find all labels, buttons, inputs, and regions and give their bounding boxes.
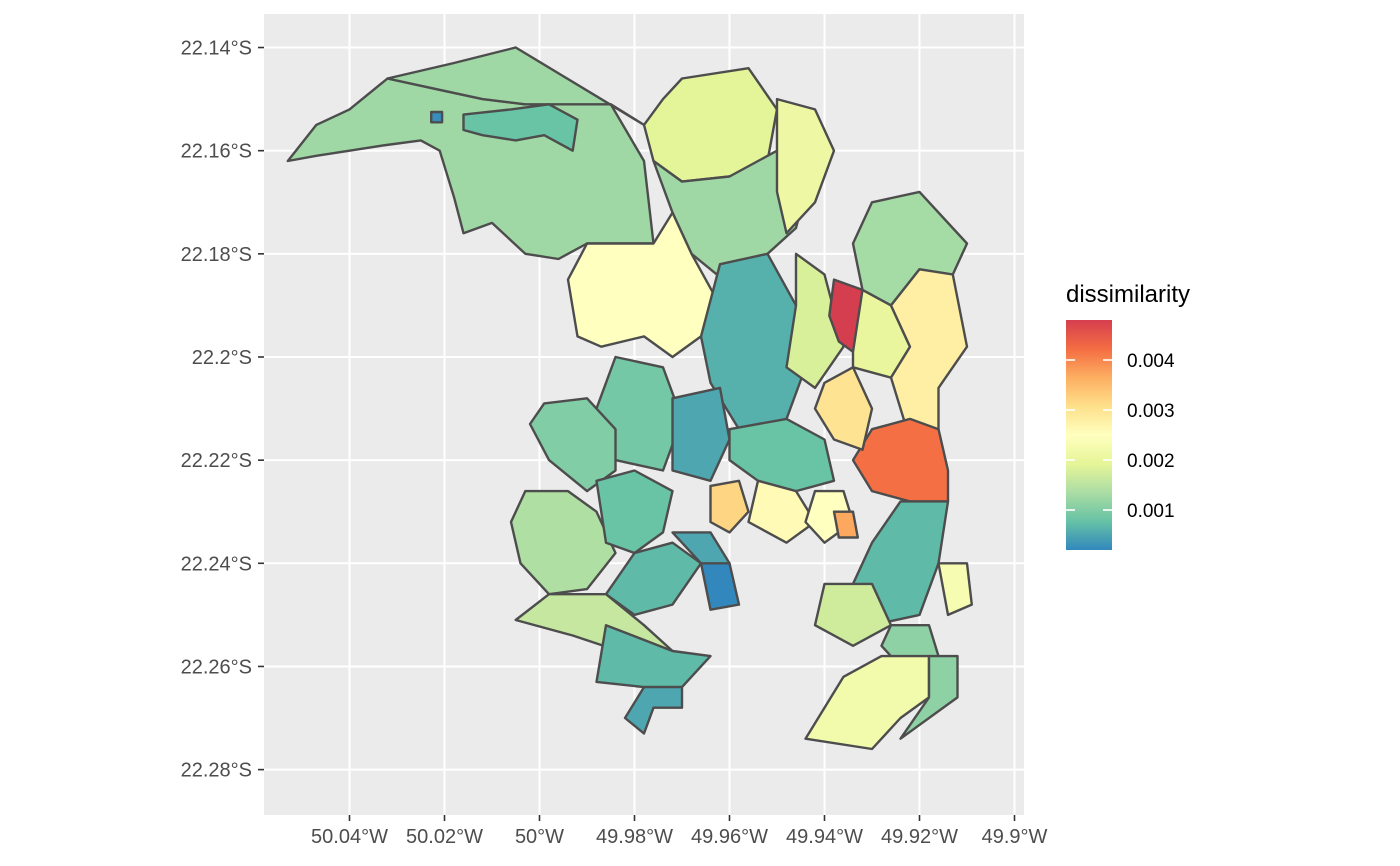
census-tract bbox=[813, 366, 874, 451]
census-tract bbox=[699, 562, 741, 611]
y-tick-label: 22.18°S bbox=[181, 244, 252, 266]
census-tract bbox=[671, 386, 731, 482]
x-tick-label: 49.94°W bbox=[786, 826, 863, 848]
y-tick-label: 22.16°S bbox=[181, 141, 252, 163]
x-tick-label: 49.98°W bbox=[596, 826, 673, 848]
census-tract bbox=[937, 562, 973, 617]
census-tract bbox=[566, 211, 722, 359]
x-tick-label: 49.96°W bbox=[691, 826, 768, 848]
legend-colorbar bbox=[1066, 320, 1112, 550]
census-tract bbox=[889, 268, 969, 441]
y-tick-label: 22.24°S bbox=[181, 553, 252, 575]
census-tract bbox=[899, 654, 959, 740]
census-tract bbox=[775, 97, 836, 235]
legend-tick-label: 0.004 bbox=[1127, 351, 1175, 372]
census-tract bbox=[595, 469, 674, 555]
census-tract bbox=[728, 417, 836, 493]
x-tick-label: 50°W bbox=[515, 826, 564, 848]
x-tick-label: 49.9°W bbox=[982, 826, 1048, 848]
y-tick-label: 22.14°S bbox=[181, 38, 252, 60]
census-tract bbox=[747, 479, 817, 544]
y-tick-label: 22.26°S bbox=[181, 656, 252, 678]
x-axis: 50.04°W 50.02°W 50°W 49.98°W 49.96°W 49.94°W 4… bbox=[311, 815, 1048, 848]
map-regions bbox=[286, 46, 973, 751]
census-tract bbox=[462, 103, 579, 152]
y-tick-label: 22.22°S bbox=[181, 450, 252, 472]
legend-title: dissimilarity bbox=[1066, 281, 1190, 308]
x-tick-label: 50.02°W bbox=[406, 826, 483, 848]
x-tick-label: 50.04°W bbox=[311, 826, 388, 848]
census-tract bbox=[623, 685, 684, 735]
census-tract bbox=[785, 252, 845, 390]
census-tract bbox=[386, 46, 646, 127]
y-axis: 22.14°S 22.16°S 22.18°S 22.2°S 22.22°S 22.24°… bbox=[181, 38, 264, 782]
census-tract bbox=[430, 110, 444, 124]
census-tract bbox=[813, 582, 893, 647]
legend-tick-label: 0.002 bbox=[1127, 451, 1175, 472]
census-tract bbox=[709, 479, 750, 534]
y-tick-label: 22.2°S bbox=[192, 347, 252, 369]
census-tract bbox=[509, 489, 617, 596]
census-tract bbox=[832, 510, 859, 539]
legend-ticks: 0.001 0.002 0.003 0.004 bbox=[1066, 351, 1175, 522]
legend-tick-label: 0.001 bbox=[1127, 501, 1175, 522]
y-tick-label: 22.28°S bbox=[181, 760, 252, 782]
x-tick-label: 49.92°W bbox=[881, 826, 958, 848]
legend-tick-label: 0.003 bbox=[1127, 401, 1175, 422]
legend: dissimilarity 0.001 0.002 0.003 0.004 bbox=[1066, 281, 1190, 550]
